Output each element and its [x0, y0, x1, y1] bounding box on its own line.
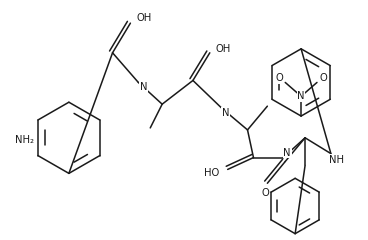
Text: N: N	[297, 91, 305, 101]
Text: O: O	[262, 188, 269, 198]
Text: OH: OH	[216, 44, 231, 54]
Text: HO: HO	[205, 168, 220, 178]
Text: N: N	[222, 108, 229, 118]
Text: OH: OH	[137, 13, 152, 23]
Text: N: N	[139, 82, 147, 92]
Text: NH₂: NH₂	[15, 135, 33, 145]
Text: O: O	[275, 73, 283, 84]
Text: O: O	[319, 73, 327, 84]
Text: N: N	[283, 148, 291, 158]
Text: NH: NH	[329, 155, 344, 165]
